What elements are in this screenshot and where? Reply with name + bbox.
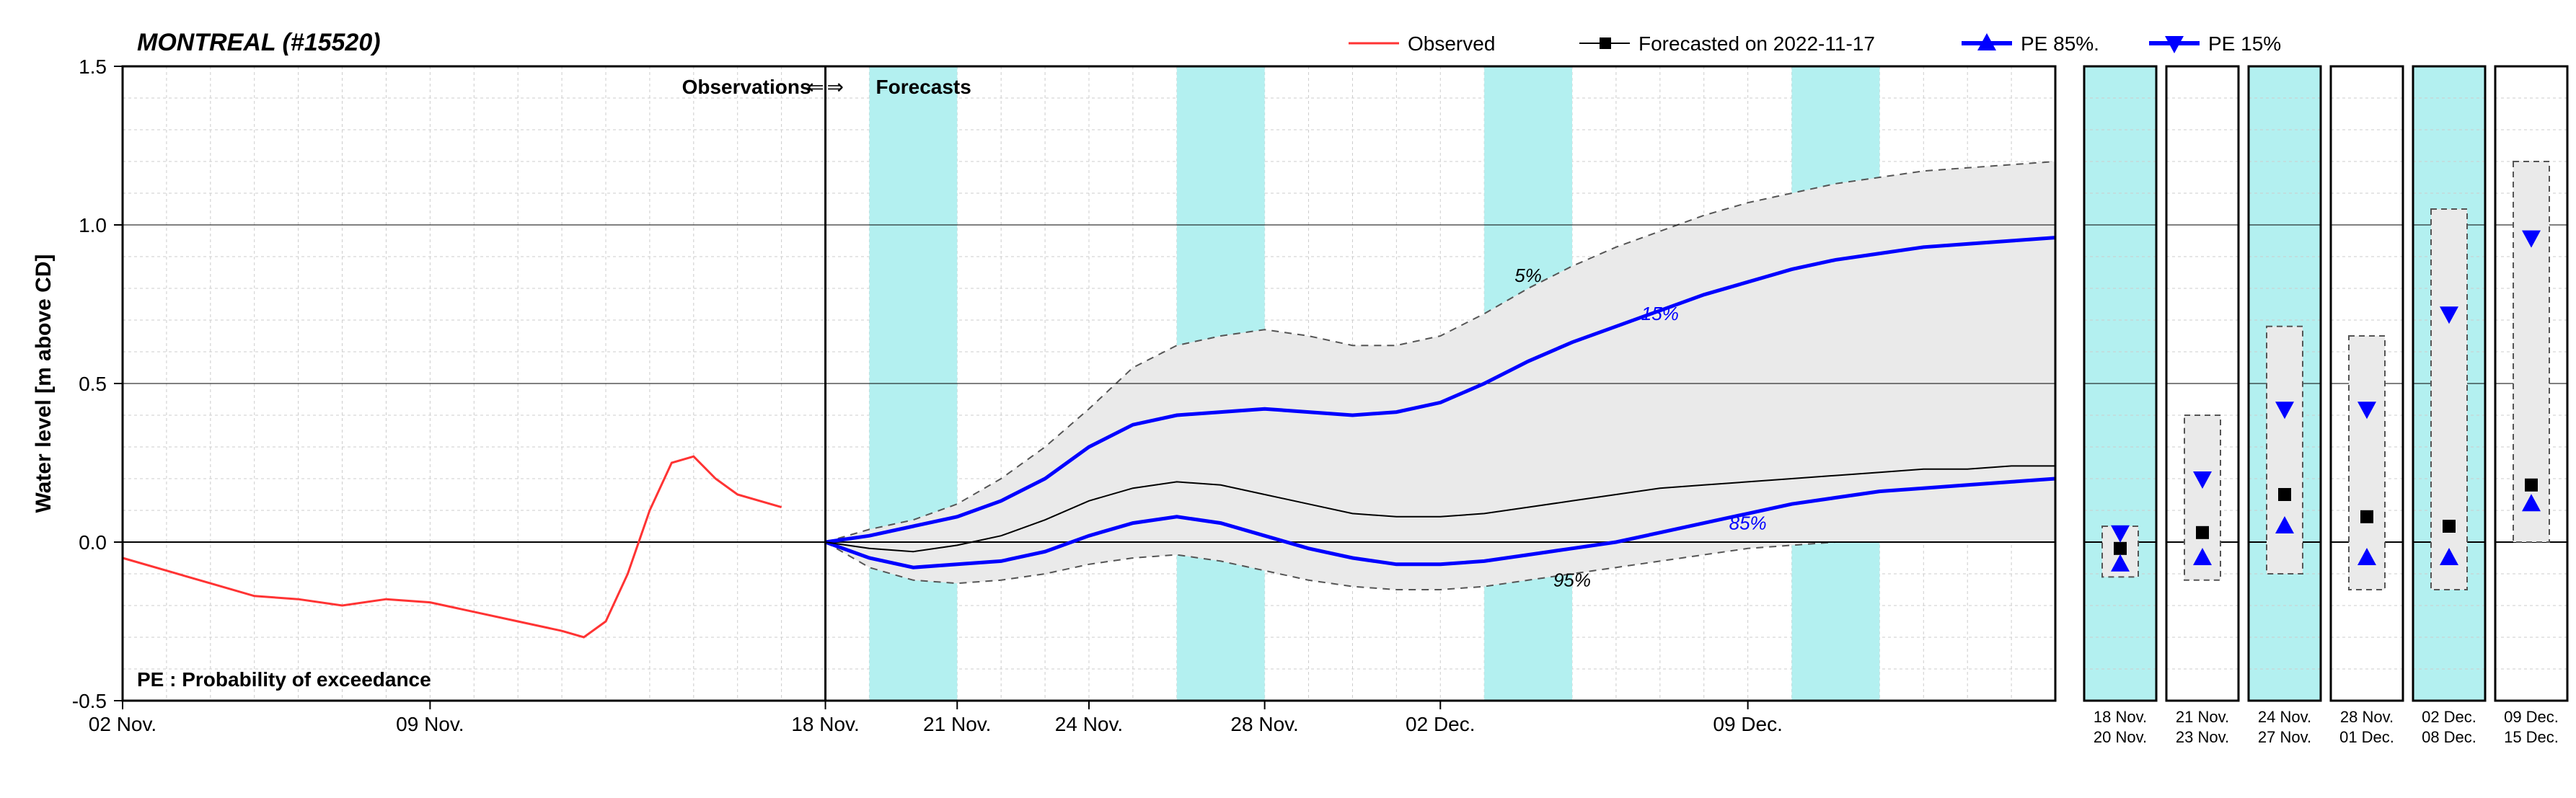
svg-text:Water level [m above CD]: Water level [m above CD] <box>32 254 56 513</box>
svg-text:⇒: ⇒ <box>827 76 844 98</box>
svg-text:24 Nov.: 24 Nov. <box>2258 708 2311 726</box>
svg-text:PE : Probability of exceedance: PE : Probability of exceedance <box>137 668 431 691</box>
svg-text:02 Nov.: 02 Nov. <box>89 713 156 735</box>
svg-text:01 Dec.: 01 Dec. <box>2339 728 2394 746</box>
svg-text:09 Dec.: 09 Dec. <box>1713 713 1783 735</box>
svg-text:Forecasts: Forecasts <box>876 76 971 98</box>
svg-text:PE 15%: PE 15% <box>2208 32 2281 55</box>
water-level-forecast-chart: 5% 95% 15% 85% -0.5 0.0 0.5 1.0 1.5 Water level [… <box>14 14 2576 784</box>
svg-text:27 Nov.: 27 Nov. <box>2258 728 2311 746</box>
svg-text:18 Nov.: 18 Nov. <box>2094 708 2147 726</box>
chart-svg: 5% 95% 15% 85% -0.5 0.0 0.5 1.0 1.5 Water level [… <box>14 14 2576 784</box>
svg-text:24 Nov.: 24 Nov. <box>1055 713 1123 735</box>
svg-text:MONTREAL (#15520): MONTREAL (#15520) <box>137 29 381 56</box>
svg-text:-0.5: -0.5 <box>72 690 107 712</box>
svg-text:Forecasted on 2022-11-17: Forecasted on 2022-11-17 <box>1638 32 1875 55</box>
svg-text:18 Nov.: 18 Nov. <box>791 713 859 735</box>
svg-text:Observed: Observed <box>1408 32 1495 55</box>
svg-text:08 Dec.: 08 Dec. <box>2422 728 2476 746</box>
svg-text:5%: 5% <box>1514 265 1542 286</box>
svg-text:1.0: 1.0 <box>79 214 107 236</box>
svg-text:1.5: 1.5 <box>79 56 107 78</box>
svg-text:0.5: 0.5 <box>79 373 107 395</box>
svg-text:21 Nov.: 21 Nov. <box>2176 708 2229 726</box>
svg-text:09 Dec.: 09 Dec. <box>2504 708 2559 726</box>
svg-text:85%: 85% <box>1729 512 1767 533</box>
svg-text:28 Nov.: 28 Nov. <box>2340 708 2394 726</box>
svg-text:Observations: Observations <box>682 76 811 98</box>
svg-text:95%: 95% <box>1553 569 1591 591</box>
svg-text:02 Dec.: 02 Dec. <box>2422 708 2476 726</box>
svg-text:09 Nov.: 09 Nov. <box>396 713 464 735</box>
svg-text:23 Nov.: 23 Nov. <box>2176 728 2229 746</box>
svg-text:0.0: 0.0 <box>79 531 107 554</box>
svg-text:PE 85%.: PE 85%. <box>2021 32 2099 55</box>
svg-text:⇐: ⇐ <box>807 76 824 98</box>
svg-text:28 Nov.: 28 Nov. <box>1230 713 1298 735</box>
svg-text:15%: 15% <box>1641 303 1679 324</box>
svg-text:21 Nov.: 21 Nov. <box>923 713 991 735</box>
svg-text:20 Nov.: 20 Nov. <box>2094 728 2147 746</box>
svg-text:02 Dec.: 02 Dec. <box>1406 713 1476 735</box>
svg-text:15 Dec.: 15 Dec. <box>2504 728 2559 746</box>
